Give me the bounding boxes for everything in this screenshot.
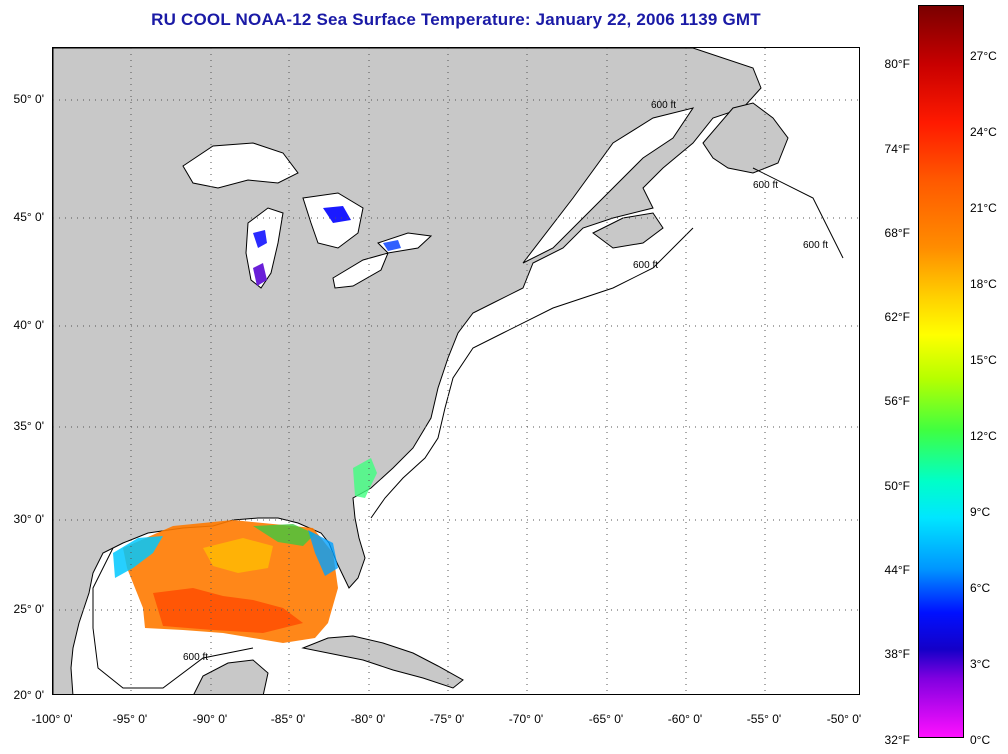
colorbar-f-label: 74°F	[884, 142, 910, 156]
contour-label: 600 ft	[183, 652, 208, 663]
colorbar-f-label: 80°F	[884, 57, 910, 71]
lake-superior	[182, 142, 299, 189]
land-cuba	[301, 635, 464, 689]
colorbar-c-label: 24°C	[970, 125, 997, 139]
sst-lake-patches	[253, 206, 401, 286]
contour-label: 600 ft	[651, 100, 676, 111]
colorbar-f-label: 68°F	[884, 226, 910, 240]
lat-label-45: 45° 0'	[13, 210, 44, 224]
colorbar-c-label: 3°C	[970, 657, 991, 671]
colorbar-f-label: 32°F	[884, 733, 910, 747]
lake-erie	[332, 252, 389, 289]
colorbar-f-label: 38°F	[884, 647, 910, 661]
lon-label-60w: -60° 0'	[667, 712, 703, 726]
lat-label-20: 20° 0'	[13, 688, 44, 702]
lon-label-55w: -55° 0'	[746, 712, 782, 726]
sst-map: 600 ft 600 ft 600 ft 600 ft 600 ft	[52, 47, 860, 695]
land-newfoundland	[702, 102, 789, 174]
temperature-colorbar	[918, 5, 964, 738]
colorbar-f-label: 50°F	[884, 479, 910, 493]
colorbar-f-label: 62°F	[884, 310, 910, 324]
colorbar-c-label: 6°C	[970, 581, 991, 595]
colorbar-c-label: 18°C	[970, 277, 997, 291]
lon-label-50w: -50° 0'	[826, 712, 862, 726]
colorbar-f-label: 56°F	[884, 394, 910, 408]
colorbar-c-label: 21°C	[970, 201, 997, 215]
lon-label-65w: -65° 0'	[588, 712, 624, 726]
land-yucatan	[193, 659, 269, 694]
lon-label-100w: -100° 0'	[31, 712, 73, 726]
contour-600ft	[92, 167, 844, 689]
lon-label-75w: -75° 0'	[429, 712, 465, 726]
contour-label: 600 ft	[803, 240, 828, 251]
lat-label-30: 30° 0'	[13, 512, 44, 526]
map-title: RU COOL NOAA-12 Sea Surface Temperature:…	[151, 10, 761, 29]
colorbar-f-label: 44°F	[884, 563, 910, 577]
lon-label-95w: -95° 0'	[112, 712, 148, 726]
lon-label-85w: -85° 0'	[270, 712, 306, 726]
lon-label-90w: -90° 0'	[192, 712, 228, 726]
contour-label: 600 ft	[633, 260, 658, 271]
st-lawrence	[522, 107, 695, 264]
map-canvas: 600 ft 600 ft 600 ft 600 ft 600 ft	[53, 48, 859, 694]
colorbar-c-label: 0°C	[970, 733, 991, 747]
colorbar-c-label: 15°C	[970, 353, 997, 367]
colorbar-c-label: 27°C	[970, 49, 997, 63]
lat-label-50: 50° 0'	[13, 92, 44, 106]
lon-label-80w: -80° 0'	[350, 712, 386, 726]
lat-label-40: 40° 0'	[13, 318, 44, 332]
lat-label-25: 25° 0'	[13, 602, 44, 616]
lat-label-35: 35° 0'	[13, 419, 44, 433]
colorbar-c-label: 12°C	[970, 429, 997, 443]
graticule	[53, 48, 859, 694]
lon-label-70w: -70° 0'	[508, 712, 544, 726]
contour-label: 600 ft	[753, 180, 778, 191]
sst-gulf-swath	[113, 458, 377, 643]
colorbar-c-label: 9°C	[970, 505, 991, 519]
